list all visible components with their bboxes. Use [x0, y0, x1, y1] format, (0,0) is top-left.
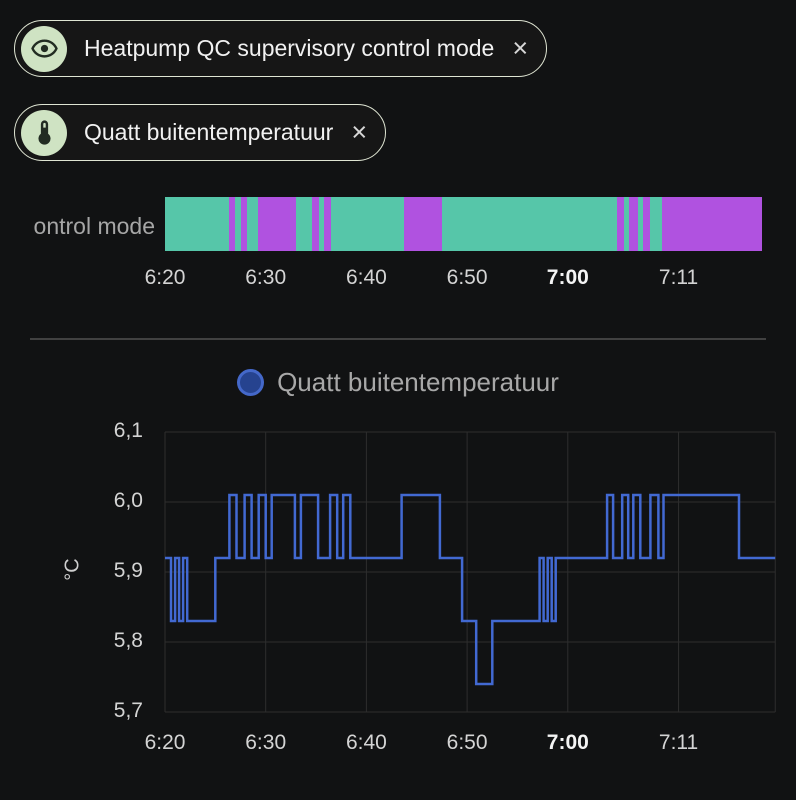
y-axis-tick-label: 5,9	[113, 559, 143, 582]
timeline-segment[interactable]	[628, 197, 638, 251]
timeline-segment[interactable]	[404, 197, 443, 251]
timeline-segment[interactable]	[240, 197, 247, 251]
y-axis-tick-label: 5,8	[113, 629, 143, 652]
x-axis-tick-label: 6:30	[245, 731, 287, 754]
x-axis-tick-label: 6:20	[144, 731, 186, 754]
x-axis-tick-label: 6:30	[245, 266, 287, 289]
timeline-segment[interactable]	[319, 197, 325, 251]
x-axis-tick-label: 6:50	[446, 266, 488, 289]
x-axis-tick-label: 6:40	[345, 266, 387, 289]
timeline-segment[interactable]	[165, 197, 229, 251]
thermometer-icon	[21, 109, 67, 156]
chart-title: Quatt buitentemperatuur	[277, 367, 559, 397]
timeline-segment[interactable]	[257, 197, 297, 251]
timeline-segment[interactable]	[296, 197, 313, 251]
timeline-segment[interactable]	[662, 197, 762, 251]
timeline-segment[interactable]	[324, 197, 332, 251]
chart-header: Quatt buitentemperatuur	[0, 367, 796, 398]
timeline-segment[interactable]	[246, 197, 258, 251]
x-axis-tick-label: 7:11	[658, 266, 699, 289]
timeline-segment[interactable]	[643, 197, 651, 251]
legend-marker[interactable]	[237, 369, 265, 396]
timeline-entity-label: ontrol mode	[33, 213, 155, 239]
x-axis-tick-label: 6:40	[345, 731, 387, 754]
x-axis-tick-label: 7:11	[658, 731, 699, 754]
filter-chip-buitentemperatuur[interactable]: Quatt buitentemperatuur ×	[14, 104, 387, 161]
close-icon[interactable]: ×	[351, 117, 368, 147]
x-axis-tick-label: 7:00	[546, 266, 589, 289]
y-axis-tick-label: 5,7	[113, 699, 143, 722]
temperature-series-line	[165, 493, 776, 686]
section-divider	[30, 338, 766, 340]
chip-label: Quatt buitentemperatuur	[84, 119, 334, 145]
x-axis-tick-label: 6:50	[446, 731, 488, 754]
timeline-segment[interactable]	[616, 197, 624, 251]
timeline-segment[interactable]	[228, 197, 235, 251]
eye-icon	[21, 25, 67, 72]
chip-label: Heatpump QC supervisory control mode	[84, 35, 495, 61]
timeline-segment[interactable]	[442, 197, 617, 251]
x-axis-tick-label: 7:00	[546, 731, 589, 754]
timeline-segment[interactable]	[623, 197, 629, 251]
timeline-segment[interactable]	[312, 197, 320, 251]
state-timeline-bar[interactable]	[165, 197, 762, 251]
close-icon[interactable]: ×	[512, 33, 529, 63]
x-axis-tick-label: 6:20	[144, 266, 186, 289]
timeline-segment[interactable]	[331, 197, 404, 251]
y-axis-tick-label: 6,1	[113, 419, 143, 442]
timeline-segment[interactable]	[234, 197, 241, 251]
filter-chip-control-mode[interactable]: Heatpump QC supervisory control mode ×	[14, 20, 548, 77]
timeline-segment[interactable]	[637, 197, 643, 251]
y-axis-tick-label: 6,0	[113, 489, 143, 512]
timeline-segment[interactable]	[650, 197, 663, 251]
